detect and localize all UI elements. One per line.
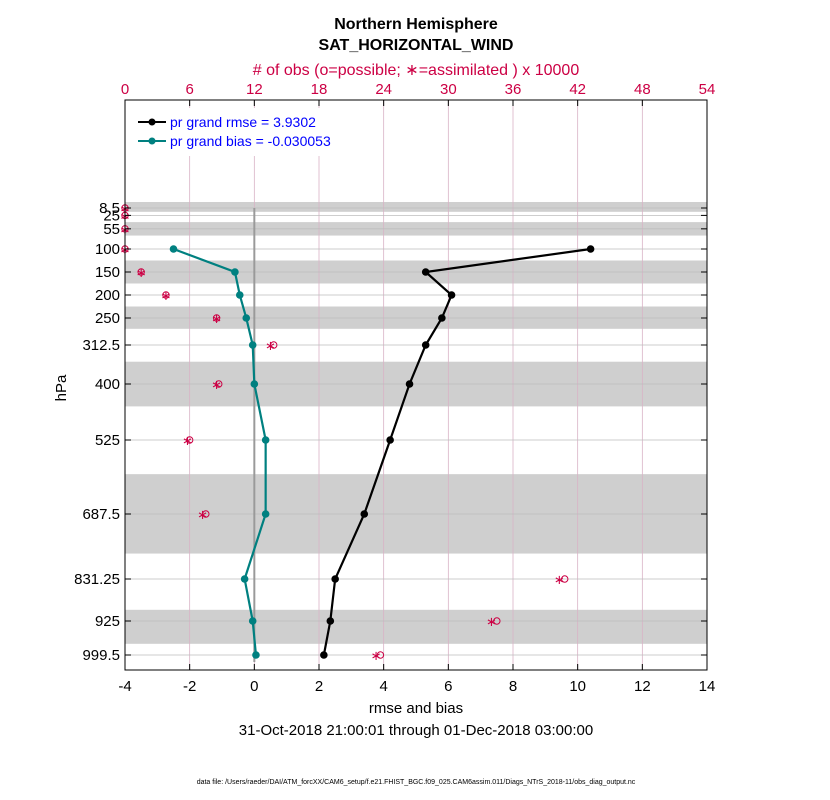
obs-assimilated-9: ∗: [182, 433, 193, 448]
series-0-point-3: [438, 314, 446, 322]
series-1-point-1: [231, 268, 239, 276]
y-tick-label-8: 400: [95, 376, 120, 393]
plot-frame: [124, 99, 708, 671]
data-file-footer: data file: /Users/raeder/DAI/ATM_forcXX/…: [197, 779, 636, 786]
obs-possible-10: [202, 510, 210, 518]
series-0-point-9: [326, 617, 335, 625]
y-tick-label-11: 831.25: [74, 571, 120, 588]
series-1-point-7: [261, 510, 270, 518]
y-tick-label-1: 25: [103, 207, 120, 224]
chart-title: Northern Hemisphere: [334, 16, 498, 33]
obs-possible-5: [162, 291, 170, 299]
series-1-point-3: [242, 314, 251, 322]
series-0-point-7: [360, 510, 369, 518]
x-tick-label-4: 4: [379, 678, 387, 695]
obs-assimilated-7: ∗: [265, 338, 276, 353]
series-0-point-0: [586, 245, 595, 253]
obs-possible-8: [215, 380, 223, 388]
obs-assimilated-6: ∗: [211, 311, 222, 326]
obs-possible-4: [137, 268, 145, 276]
top-tick-label-4: 24: [375, 81, 392, 98]
shaded-band-0: [125, 202, 707, 212]
y-tick-label-3: 100: [95, 241, 120, 258]
axis-ticks: -4 -2 0 2 4 6 8 10 12 140 6 12 18 24 30 36 42 48 548.52555…: [74, 81, 715, 695]
y-tick-label-2: 55: [103, 221, 120, 238]
x-tick-label-8: 12: [634, 678, 651, 695]
series-0-point-1: [421, 268, 430, 276]
series-0-point-6: [386, 436, 394, 444]
x-tick-label-7: 10: [569, 678, 586, 695]
x-tick-label-3: 2: [315, 678, 323, 695]
x-tick-label-2: 0: [250, 678, 258, 695]
legend-box: [132, 108, 342, 156]
y-tick-label-0: 8.5: [99, 200, 120, 217]
y-axis-label: hPa: [53, 374, 70, 401]
obs-possible-9: [185, 436, 194, 444]
series-1-point-8: [240, 575, 249, 583]
y-tick-label-13: 999.5: [82, 647, 120, 664]
obs-assimilated-5: ∗: [161, 288, 172, 303]
series-1-point-10: [252, 651, 260, 659]
obs-assimilated-4: ∗: [136, 265, 147, 280]
obs-assimilated-12: ∗: [486, 614, 497, 629]
x-tick-label-5: 6: [444, 678, 452, 695]
date-range: 31-Oct-2018 21:00:01 through 01-Dec-2018…: [239, 722, 593, 739]
x-tick-label-0: -4: [118, 678, 131, 695]
top-tick-label-6: 36: [505, 81, 522, 98]
top-tick-label-0: 0: [121, 81, 129, 98]
series-1-point-6: [261, 436, 270, 444]
series-1-point-0: [169, 245, 178, 253]
top-axis-label: # of obs (o=possible; ∗=assimilated ) x …: [253, 62, 580, 79]
series-lines: [169, 245, 595, 659]
series-1-point-9: [248, 617, 257, 625]
top-tick-label-2: 12: [246, 81, 263, 98]
top-tick-label-3: 18: [311, 81, 328, 98]
chart-subtitle: SAT_HORIZONTAL_WIND: [319, 37, 514, 54]
x-tick-label-1: -2: [183, 678, 196, 695]
series-1-point-5: [250, 380, 259, 388]
obs-assimilated-13: ∗: [371, 648, 382, 663]
y-tick-label-9: 525: [95, 432, 120, 449]
shaded-band-6: [125, 609, 707, 644]
legend-rmse-label: pr grand rmse = 3.9302: [170, 114, 316, 130]
series-0-point-10: [320, 651, 328, 659]
y-tick-label-4: 150: [95, 264, 120, 281]
x-tick-label-9: 14: [699, 678, 716, 695]
top-tick-label-7: 42: [569, 81, 586, 98]
y-tick-label-10: 687.5: [82, 506, 120, 523]
series-0-point-2: [447, 291, 456, 299]
obs-possible-7: [270, 341, 278, 349]
legend: pr grand rmse = 3.9302 pr grand bias = -…: [132, 108, 342, 156]
series-1-point-4: [248, 341, 257, 349]
top-tick-label-8: 48: [634, 81, 651, 98]
y-tick-label-12: 925: [95, 613, 120, 630]
obs-possible-11: [561, 575, 569, 583]
obs-possible-6: [212, 314, 221, 322]
series-1-point-2: [235, 291, 244, 299]
series-0-point-8: [331, 575, 339, 583]
y-tick-label-5: 200: [95, 287, 120, 304]
obs-possible-12: [493, 617, 501, 625]
x-tick-label-6: 8: [509, 678, 517, 695]
obs-possible-13: [376, 651, 385, 659]
series-0-point-5: [405, 380, 414, 388]
legend-bias-marker: [148, 137, 156, 145]
grid-lines: [125, 100, 707, 670]
obs-assimilated-10: ∗: [197, 507, 208, 522]
y-tick-label-6: 250: [95, 310, 120, 327]
top-tick-label-5: 30: [440, 81, 457, 98]
legend-bias-label: pr grand bias = -0.030053: [170, 133, 331, 149]
obs-assimilated-8: ∗: [211, 377, 222, 392]
legend-rmse-marker: [148, 118, 156, 126]
top-tick-label-1: 6: [185, 81, 193, 98]
obs-assimilated-11: ∗: [554, 572, 565, 587]
top-tick-label-9: 54: [699, 81, 716, 98]
x-axis-label: rmse and bias: [369, 700, 463, 717]
series-0-point-4: [421, 341, 430, 349]
y-tick-label-7: 312.5: [82, 337, 120, 354]
